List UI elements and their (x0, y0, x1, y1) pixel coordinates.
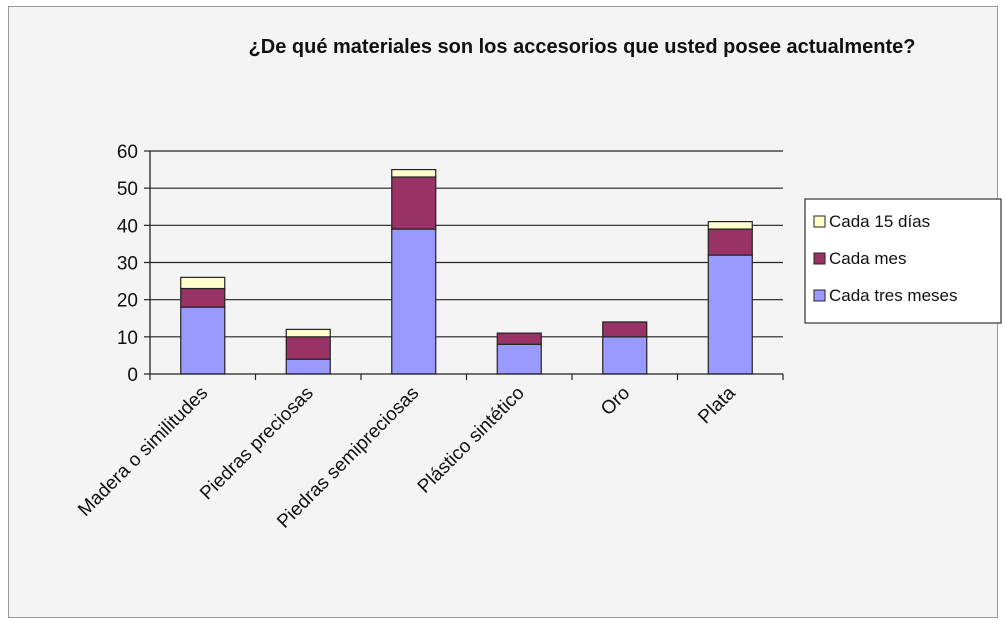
bar-segment (180, 276, 226, 290)
x-tick-label: Piedras preciosas (196, 383, 318, 505)
legend-swatch (813, 289, 826, 302)
bar-segment (391, 168, 437, 178)
bar-segment (285, 336, 331, 360)
y-tick-label: 60 (117, 142, 138, 163)
y-tick-label: 50 (117, 179, 138, 200)
y-tick-label: 0 (127, 365, 138, 386)
bar-segment (707, 228, 753, 256)
chart-title: ¿De qué materiales son los accesorios qu… (249, 36, 916, 58)
bar-segment (180, 306, 226, 375)
bar-segment (602, 336, 648, 375)
legend-swatch (813, 252, 826, 265)
legend: Cada 15 días Cada mes Cada tres meses (804, 198, 1002, 324)
x-tick-label: Plata (694, 382, 740, 428)
x-tick-label: Oro (597, 383, 634, 420)
x-tick-label: Plástico sintético (414, 383, 529, 498)
y-tick-label: 40 (117, 216, 138, 237)
bar-segment (391, 228, 437, 375)
bar-segment (285, 328, 331, 338)
bar-segment (602, 321, 648, 338)
legend-swatch (813, 215, 826, 228)
y-tick-label: 20 (117, 291, 138, 312)
bar-segment (391, 176, 437, 230)
y-tick-label: 10 (117, 328, 138, 349)
bars (180, 168, 753, 375)
bar-segment (496, 343, 542, 375)
gridlines (150, 150, 783, 338)
legend-label: Cada tres meses (829, 286, 958, 305)
x-tick-label: Madera o similitudes (74, 383, 212, 521)
bar-segment (707, 254, 753, 375)
bar-segment (285, 358, 331, 375)
legend-box (804, 198, 1002, 324)
y-tick-label: 30 (117, 254, 138, 275)
legend-label: Cada mes (829, 249, 906, 268)
bar-segment (707, 221, 753, 230)
bar-segment (180, 287, 226, 308)
bar-segment (496, 332, 542, 345)
legend-label: Cada 15 días (829, 212, 930, 231)
